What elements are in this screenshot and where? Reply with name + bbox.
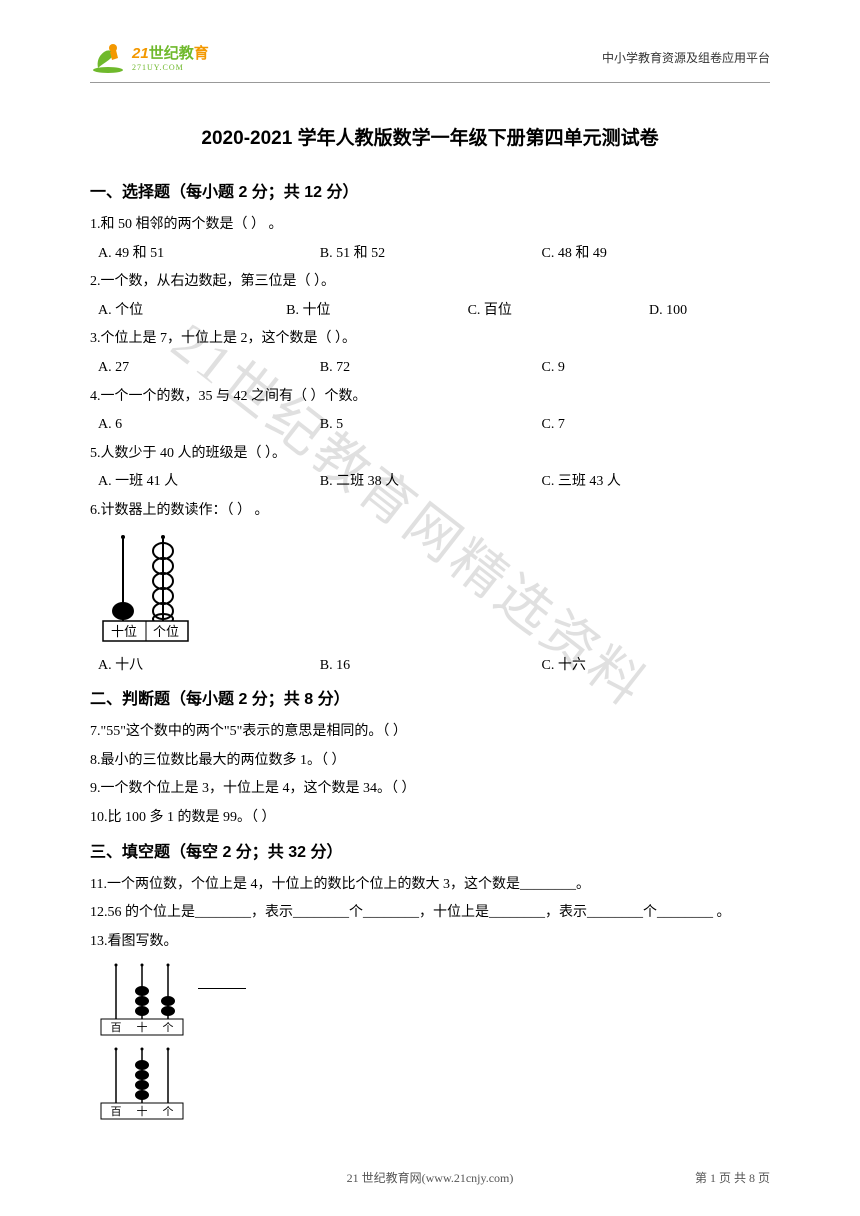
q8-text: 8.最小的三位数比最大的两位数多 1。（ ） [90,748,770,775]
abacus-small-icon-2: 百 十 个 [98,1043,188,1123]
q1-options: A. 49 和 51 B. 51 和 52 C. 48 和 49 [90,241,770,268]
q3-option-c: C. 9 [542,355,764,382]
q2-options: A. 个位 B. 十位 C. 百位 D. 100 [90,298,770,325]
q5-text: 5.人数少于 40 人的班级是（ ）。 [90,441,770,468]
svg-text:百: 百 [111,1022,122,1034]
svg-text:十位: 十位 [111,624,137,639]
q13-abacus-1: 百 十 个 [98,959,770,1039]
q6-option-b: B. 16 [320,653,542,680]
header-divider [90,82,770,83]
logo-icon [90,40,126,74]
q11-text: 11.一个两位数，个位上是 4，十位上的数比个位上的数大 3，这个数是_____… [90,872,770,899]
q2-option-b: B. 十位 [286,298,467,325]
footer-center: 21 世纪教育网(www.21cnjy.com) [347,1169,514,1186]
q4-option-b: B. 5 [320,412,542,439]
q6-abacus: 十位 个位 [98,529,770,649]
section3-header: 三、填空题（每空 2 分；共 32 分） [90,838,770,862]
q3-option-a: A. 27 [98,355,320,382]
q4-text: 4.一个一个的数，35 与 42 之间有（ ）个数。 [90,384,770,411]
svg-text:百: 百 [111,1106,122,1118]
logo-text-block: 21世纪教育 271UY.COM [132,42,209,72]
svg-text:个位: 个位 [153,624,179,639]
page-title: 2020-2021 学年人教版数学一年级下册第四单元测试卷 [90,123,770,150]
q2-option-c: C. 百位 [468,298,649,325]
q6-text: 6.计数器上的数读作：（ ） 。 [90,498,770,525]
q6-options: A. 十八 B. 16 C. 十六 [90,653,770,680]
q13-text: 13.看图写数。 [90,929,770,956]
q3-option-b: B. 72 [320,355,542,382]
header-right-text: 中小学教育资源及组卷应用平台 [602,49,770,66]
svg-text:十: 十 [137,1020,148,1034]
q12-text: 12.56 的个位上是________，表示________个________，… [90,900,770,927]
q3-options: A. 27 B. 72 C. 9 [90,355,770,382]
section1-header: 一、选择题（每小题 2 分；共 12 分） [90,178,770,202]
logo: 21世纪教育 271UY.COM [90,40,209,74]
q13-blank-1[interactable] [198,975,246,989]
q1-text: 1.和 50 相邻的两个数是（ ） 。 [90,212,770,239]
q5-option-a: A. 一班 41 人 [98,469,320,496]
svg-text:十: 十 [137,1104,148,1118]
q4-option-c: C. 7 [542,412,764,439]
q2-option-a: A. 个位 [98,298,286,325]
page-footer: 21 世纪教育网(www.21cnjy.com) 第 1 页 共 8 页 [90,1169,770,1186]
q5-options: A. 一班 41 人 B. 二班 38 人 C. 三班 43 人 [90,469,770,496]
section2-header: 二、判断题（每小题 2 分；共 8 分） [90,685,770,709]
q2-option-d: D. 100 [649,298,770,325]
q2-text: 2.一个数，从右边数起，第三位是（ ）。 [90,269,770,296]
q1-option-c: C. 48 和 49 [542,241,764,268]
q1-option-b: B. 51 和 52 [320,241,542,268]
q1-option-a: A. 49 和 51 [98,241,320,268]
logo-main-text: 21世纪教育 [132,42,209,63]
abacus-small-icon-1: 百 十 个 [98,959,188,1039]
page-header: 21世纪教育 271UY.COM 中小学教育资源及组卷应用平台 [90,40,770,74]
q10-text: 10.比 100 多 1 的数是 99。（ ） [90,805,770,832]
q5-option-b: B. 二班 38 人 [320,469,542,496]
svg-text:个: 个 [163,1105,174,1118]
q4-option-a: A. 6 [98,412,320,439]
abacus-icon: 十位 个位 [98,529,198,644]
logo-sub-text: 271UY.COM [132,63,209,72]
q3-text: 3.个位上是 7，十位上是 2，这个数是（ ）。 [90,326,770,353]
q7-text: 7."55"这个数中的两个"5"表示的意思是相同的。（ ） [90,719,770,746]
q6-option-a: A. 十八 [98,653,320,680]
q4-options: A. 6 B. 5 C. 7 [90,412,770,439]
q9-text: 9.一个数个位上是 3，十位上是 4，这个数是 34。（ ） [90,776,770,803]
footer-right: 第 1 页 共 8 页 [695,1169,770,1186]
page: 21世纪教育 271UY.COM 中小学教育资源及组卷应用平台 2020-202… [0,0,860,1216]
q6-option-c: C. 十六 [542,653,764,680]
svg-text:个: 个 [163,1021,174,1034]
q13-abacus-2: 百 十 个 [98,1043,770,1123]
q5-option-c: C. 三班 43 人 [542,469,764,496]
